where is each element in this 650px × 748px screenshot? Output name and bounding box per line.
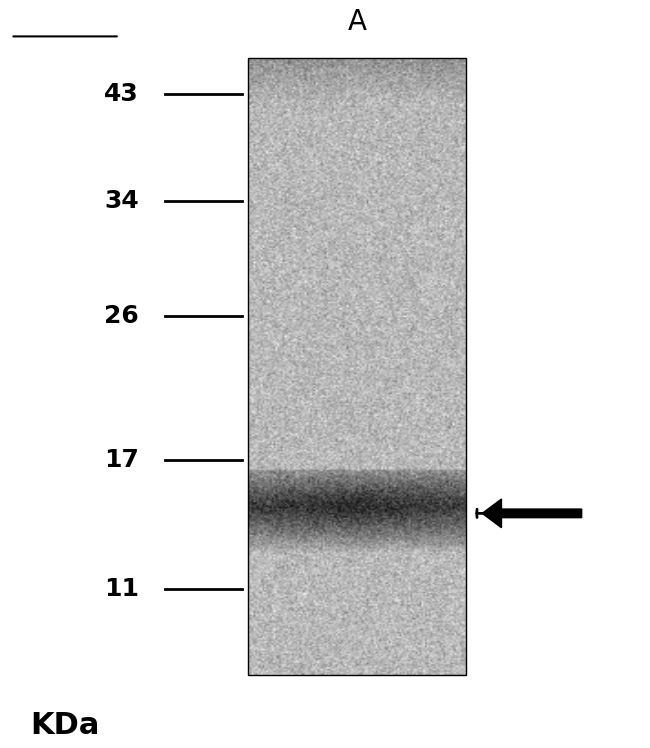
Text: 17: 17	[104, 447, 139, 471]
Text: 34: 34	[104, 189, 139, 213]
Text: 11: 11	[104, 577, 139, 601]
Text: A: A	[348, 8, 367, 37]
Text: KDa: KDa	[30, 711, 99, 740]
Text: 43: 43	[104, 82, 139, 105]
Bar	[248, 58, 466, 675]
FancyArrow shape	[482, 499, 582, 527]
Text: 26: 26	[104, 304, 139, 328]
